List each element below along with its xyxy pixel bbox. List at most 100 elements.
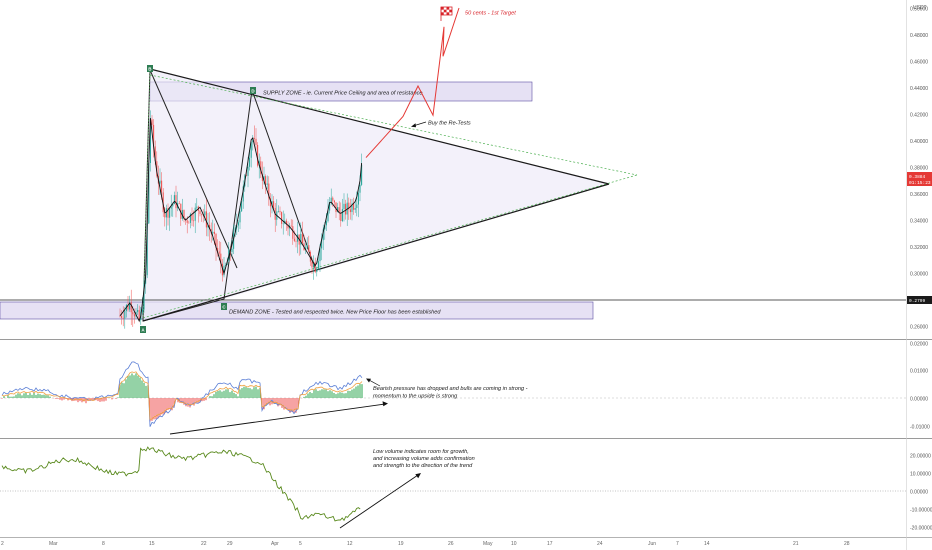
candle-body (167, 208, 169, 218)
candle-body (324, 225, 326, 230)
candle-body (127, 304, 129, 310)
candle-body (297, 234, 299, 242)
momentum-bar (293, 398, 295, 413)
momentum-bar (349, 390, 351, 398)
momentum-bar (321, 389, 323, 398)
candle-body (340, 212, 342, 222)
candle-body (185, 218, 187, 221)
momentum-bar (361, 384, 363, 398)
momentum-bar (307, 393, 309, 398)
candle-body (293, 238, 295, 241)
momentum-bar (231, 390, 233, 398)
momentum-bar (235, 394, 237, 398)
momentum-bar (91, 398, 93, 401)
candle-body (172, 204, 174, 207)
time-tick-label: Mar (49, 541, 58, 547)
candle-body (273, 201, 275, 209)
momentum-bar (355, 386, 357, 398)
momentum-bar (277, 398, 279, 407)
momentum-bar (59, 398, 61, 400)
momentum-bar (201, 398, 203, 402)
candle-body (164, 212, 166, 218)
momentum-bar (205, 398, 207, 401)
momentum-bar (303, 396, 305, 398)
candle-body (189, 213, 191, 223)
momentum-bar (233, 392, 235, 398)
momentum-bar (99, 398, 101, 402)
currency-label: USDT (913, 5, 927, 11)
candle-body (311, 261, 313, 268)
svg-text:0.3884: 0.3884 (909, 174, 926, 180)
momentum-bar (127, 376, 129, 398)
candle-body (247, 166, 249, 176)
momentum-bar (9, 396, 11, 398)
candle-body (242, 186, 244, 202)
momentum-bar (165, 398, 167, 413)
momentum-bar (81, 398, 83, 403)
candle-body (282, 223, 284, 225)
candle-body (241, 201, 243, 212)
candle-body (225, 264, 227, 266)
candle-body (186, 220, 188, 223)
momentum-bar (45, 395, 47, 398)
momentum-slow-line (1, 371, 363, 420)
momentum-bar (63, 398, 65, 400)
candle-body (354, 208, 356, 210)
candle-body (333, 200, 335, 203)
candle-body (261, 173, 263, 181)
volume-oscillator-line (1, 446, 361, 522)
candle-body (138, 310, 140, 321)
momentum-bar (197, 398, 199, 403)
momentum-note-line1: Bearish pressure has dropped and bulls a… (373, 386, 528, 392)
momentum-bar (3, 396, 5, 398)
candle-body (130, 302, 132, 313)
candle-body (201, 213, 203, 215)
momentum-trend-arrow (169, 403, 386, 435)
volume-tick-label: 0.00000 (910, 489, 928, 495)
momentum-bar (211, 396, 213, 398)
momentum-bar (151, 398, 153, 421)
candle-body (199, 210, 201, 214)
momentum-bar (29, 393, 31, 398)
momentum-note-arrow-head (366, 378, 371, 383)
momentum-bar (339, 392, 341, 398)
candle-body (132, 312, 134, 315)
candle-body (332, 197, 334, 201)
retest-label: Buy the Re-Tests (428, 121, 471, 127)
volume-note-line2: and increasing volume adds confirmation (373, 456, 475, 462)
candle-body (209, 224, 211, 230)
momentum-bar (75, 398, 77, 401)
momentum-bar (141, 380, 143, 398)
momentum-bar (115, 398, 117, 399)
momentum-bar (69, 398, 71, 400)
momentum-bar (19, 393, 21, 398)
price-tick-label: 0.38000 (910, 165, 928, 171)
candle-body (250, 142, 252, 158)
time-tick-label: 2 (1, 541, 4, 547)
momentum-bar (123, 383, 125, 398)
candle-body (148, 162, 150, 224)
candle-body (194, 207, 196, 221)
volume-tick-label: -20.00000 (910, 525, 932, 531)
momentum-bar (257, 389, 259, 398)
candle-body (205, 211, 207, 228)
momentum-bar (85, 398, 87, 404)
momentum-bar (27, 394, 29, 398)
momentum-bar (289, 398, 291, 413)
momentum-bar (21, 395, 23, 398)
candle-body (317, 261, 319, 269)
candle-body (345, 203, 347, 215)
candle-body (329, 202, 331, 211)
momentum-bar (323, 389, 325, 398)
time-axis-ticks: 2 Mar 8 15 22 29 Apr 5 12 19 26 May 10 17 24 Jun 7 14 21 28 (1, 541, 850, 547)
momentum-bar (57, 398, 59, 399)
time-tick-label: 17 (547, 541, 553, 547)
candle-body (129, 302, 131, 310)
price-tick-label: 0.48000 (910, 33, 928, 39)
momentum-bar (247, 387, 249, 398)
time-tick-label: 12 (347, 541, 353, 547)
time-tick-label: 10 (511, 541, 517, 547)
momentum-bar (353, 388, 355, 398)
volume-axis-ticks: 20.00000 10.00000 0.00000 -10.00000 -20.0000… (910, 453, 932, 531)
